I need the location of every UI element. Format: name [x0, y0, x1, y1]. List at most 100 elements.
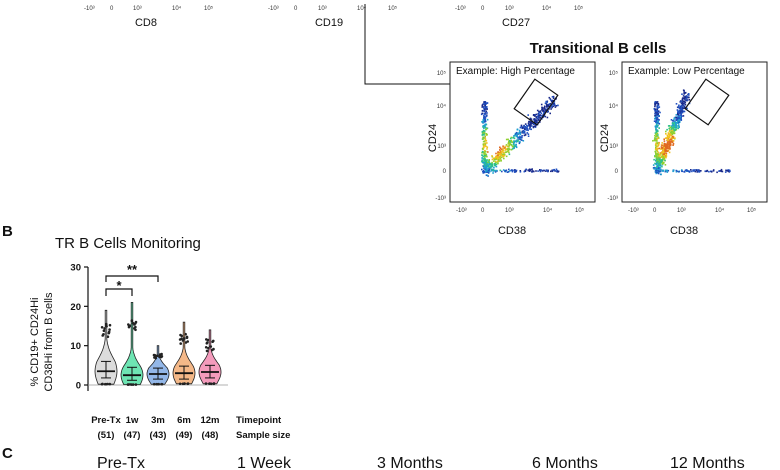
- event-dot: [511, 148, 514, 150]
- event-dot: [544, 115, 547, 118]
- data-point: [185, 336, 189, 340]
- data-point: [209, 345, 213, 348]
- event-dot: [486, 155, 488, 158]
- violin-1w: [120, 302, 144, 385]
- event-dot: [499, 158, 501, 161]
- event-dot: [661, 156, 664, 159]
- event-dot: [483, 101, 485, 103]
- event-dot: [521, 130, 524, 133]
- event-dot: [515, 169, 518, 172]
- event-dot: [505, 169, 508, 172]
- event-dot: [681, 107, 684, 110]
- event-dot: [655, 145, 657, 148]
- event-dot: [657, 151, 659, 153]
- event-dot: [483, 130, 485, 132]
- event-dot: [516, 134, 518, 136]
- event-dot: [523, 125, 525, 127]
- panel-b-title: TR B Cells Monitoring: [55, 235, 201, 252]
- event-dot: [493, 166, 495, 169]
- event-dot: [485, 166, 488, 168]
- event-dot: [680, 106, 683, 109]
- event-dot: [656, 116, 659, 119]
- event-dot: [508, 147, 510, 150]
- event-dot: [548, 96, 551, 99]
- event-dot: [513, 140, 515, 142]
- event-dot: [531, 125, 533, 127]
- event-dot: [683, 102, 685, 105]
- event-dot: [484, 105, 487, 108]
- category-label: 1w: [126, 415, 139, 426]
- event-dot: [485, 140, 488, 142]
- event-dot: [495, 165, 498, 168]
- event-dot: [675, 103, 678, 105]
- event-dot: [500, 160, 502, 162]
- event-dot: [509, 143, 512, 146]
- event-dot: [656, 166, 658, 168]
- event-dot: [485, 168, 488, 170]
- event-dot: [547, 104, 550, 106]
- event-dot: [658, 147, 661, 150]
- event-dot: [653, 108, 656, 110]
- event-dot: [675, 169, 678, 172]
- event-dot: [661, 163, 664, 165]
- event-dot: [671, 122, 674, 125]
- event-dot: [484, 101, 487, 104]
- event-dot: [556, 169, 559, 172]
- axis-label-cd8: CD8: [135, 17, 157, 29]
- event-dot: [655, 121, 657, 124]
- event-dot: [657, 110, 660, 112]
- event-dot: [661, 165, 663, 168]
- panel-b-ylabel-line1: % CD19+ CD24Hi: [29, 298, 41, 387]
- event-dot: [652, 164, 655, 166]
- event-dot: [524, 170, 527, 172]
- event-dot: [523, 170, 526, 173]
- data-point: [108, 323, 112, 327]
- x-tick: 10³: [505, 208, 514, 214]
- event-dot: [671, 127, 674, 129]
- event-dot: [660, 156, 663, 159]
- event-dot: [673, 128, 675, 131]
- event-dot: [487, 171, 490, 174]
- event-dot: [694, 170, 697, 173]
- data-point: [180, 334, 183, 338]
- y-tick: 10⁵: [609, 70, 619, 77]
- event-dot: [683, 100, 686, 103]
- event-dot: [680, 119, 683, 121]
- event-dot: [491, 158, 494, 161]
- event-dot: [657, 136, 660, 138]
- event-dot: [486, 112, 488, 114]
- event-dot: [507, 149, 510, 151]
- data-point: [206, 338, 210, 342]
- event-dot: [551, 96, 554, 98]
- event-dot: [682, 104, 685, 107]
- event-dot: [484, 139, 486, 142]
- event-dot: [666, 139, 669, 141]
- event-dot: [485, 160, 487, 163]
- event-dot: [488, 167, 491, 169]
- event-dot: [531, 122, 534, 125]
- event-dot: [658, 159, 661, 161]
- event-dot: [482, 143, 485, 146]
- event-dot: [655, 128, 657, 131]
- data-point: [134, 320, 138, 324]
- x-tick: 0: [653, 208, 657, 214]
- event-dot: [657, 137, 660, 139]
- tick-label: 10⁴: [172, 5, 182, 12]
- event-dot: [654, 111, 657, 114]
- event-dot: [677, 120, 680, 122]
- event-dot: [681, 103, 684, 105]
- y-tick-label: 20: [70, 302, 81, 313]
- event-dot: [482, 124, 485, 127]
- event-dot: [546, 104, 548, 106]
- event-dot: [481, 154, 483, 156]
- event-dot: [535, 113, 538, 116]
- event-dot: [546, 101, 548, 103]
- event-dot: [656, 153, 658, 155]
- event-dot: [688, 170, 690, 172]
- event-dot: [508, 144, 511, 147]
- event-dot: [685, 169, 687, 171]
- event-dot: [493, 170, 495, 172]
- event-dot: [534, 118, 537, 121]
- event-dot: [663, 153, 665, 155]
- event-dot: [483, 102, 486, 105]
